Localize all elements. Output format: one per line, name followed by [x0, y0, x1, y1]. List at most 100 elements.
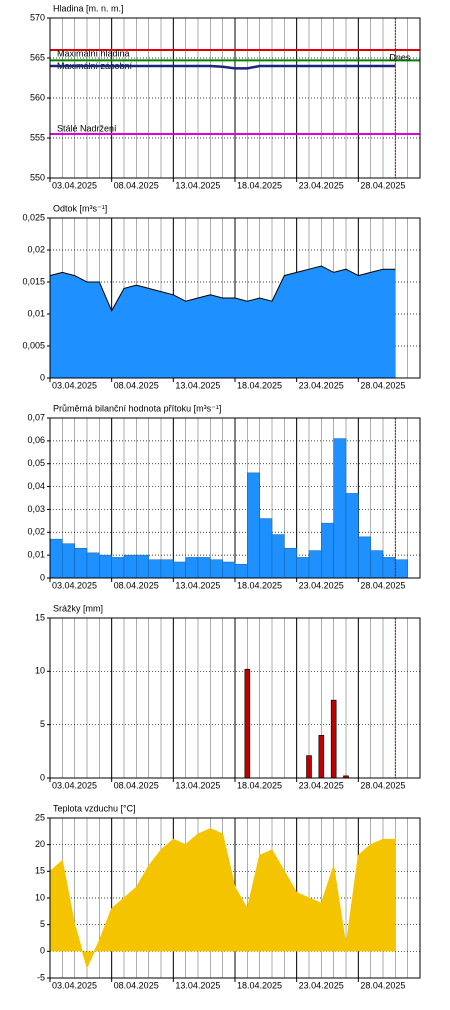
plot-frame [49, 217, 421, 379]
step-bar [86, 552, 100, 579]
reference-label: Stálé Nadržení [57, 123, 117, 133]
y-tick-label: 25 [35, 812, 45, 822]
step-bar [333, 438, 347, 579]
today-label: Dnes [389, 52, 411, 62]
y-tick-label: 0 [40, 946, 45, 956]
area-fill [50, 266, 396, 378]
x-tick-label: 08.04.2025 [114, 580, 159, 590]
y-tick-label: 0 [40, 372, 45, 382]
y-tick-label: 0,05 [27, 458, 45, 468]
step-bar [136, 554, 149, 579]
y-tick-label: 565 [30, 52, 45, 62]
chart-title: Průměrná bilanční hodnota přítoku [m³s⁻¹… [53, 403, 221, 413]
step-bar [308, 550, 322, 579]
y-tick-label: 10 [35, 892, 45, 902]
step-bar [358, 536, 371, 579]
y-tick-label: 550 [30, 172, 45, 182]
step-bar [185, 557, 199, 579]
x-tick-label: 13.04.2025 [175, 780, 220, 790]
y-tick-label: 570 [30, 12, 45, 22]
plot-frame [49, 417, 421, 579]
chart-title: Odtok [m³s⁻¹] [53, 203, 107, 213]
chart-panel: Teplota vzduchu [°C] 03.04.2025 08.04.2025… [35, 803, 421, 990]
x-tick-label: 13.04.2025 [175, 180, 220, 190]
step-bar [49, 538, 63, 579]
area-line [49, 828, 396, 969]
y-tick-label: 5 [40, 719, 45, 729]
x-tick-label: 28.04.2025 [360, 380, 405, 390]
step-bar [173, 561, 186, 579]
y-tick-label: 0,07 [27, 412, 45, 422]
chart-panel: Odtok [m³s⁻¹] 03.04.2025 08.04.2025 13.04.2… [22, 203, 421, 390]
reference-label: Maximální hladina [57, 48, 130, 58]
x-tick-label: 13.04.2025 [175, 380, 220, 390]
y-tick-label: 15 [35, 866, 45, 876]
bar [318, 735, 325, 779]
chart-title: Teplota vzduchu [°C] [53, 803, 136, 813]
step-bar [271, 534, 285, 579]
step-bar [99, 554, 112, 579]
x-tick-label: 13.04.2025 [175, 580, 220, 590]
x-tick-label: 23.04.2025 [299, 580, 344, 590]
x-tick-label: 18.04.2025 [237, 180, 282, 190]
step-bar [148, 559, 162, 579]
x-tick-label: 23.04.2025 [299, 980, 344, 990]
step-bar [234, 564, 248, 579]
level-line [50, 64, 396, 70]
x-tick-label: 03.04.2025 [52, 780, 97, 790]
y-tick-label: 0 [40, 772, 45, 782]
area-line [49, 265, 396, 312]
x-tick-label: 23.04.2025 [299, 780, 344, 790]
step-bar [247, 472, 260, 579]
step-bar [370, 550, 384, 579]
y-tick-label: 15 [35, 612, 45, 622]
x-tick-label: 28.04.2025 [360, 180, 405, 190]
area-fill [50, 828, 396, 968]
step-bar [123, 554, 137, 579]
step-bar [160, 559, 174, 579]
y-tick-label: 560 [30, 92, 45, 102]
y-tick-label: 0,02 [27, 244, 45, 254]
x-tick-label: 03.04.2025 [52, 980, 97, 990]
x-tick-label: 28.04.2025 [360, 980, 405, 990]
chart-title: Hladina [m. n. m.] [53, 3, 124, 13]
bar [306, 755, 312, 779]
step-bar [111, 557, 125, 579]
bar [244, 668, 251, 779]
chart-panel: Průměrná bilanční hodnota přítoku [m³s⁻¹… [27, 403, 421, 590]
step-bar [284, 548, 297, 579]
step-bar [345, 493, 359, 579]
step-bar [197, 557, 211, 579]
step-bar [62, 543, 75, 579]
y-tick-label: 0,01 [27, 550, 45, 560]
step-bar [321, 522, 334, 579]
chart-title: Srážky [mm] [53, 603, 103, 613]
y-tick-label: 0,005 [22, 340, 45, 350]
y-tick-label: 0,015 [22, 276, 45, 286]
x-tick-label: 08.04.2025 [114, 180, 159, 190]
plot-frame [49, 817, 421, 979]
chart-panel: Hladina [m. n. m.] 03.04.2025 08.04.2025 13… [30, 3, 421, 190]
x-tick-label: 08.04.2025 [114, 780, 159, 790]
x-tick-label: 23.04.2025 [299, 380, 344, 390]
step-bar [210, 559, 223, 579]
y-tick-label: -5 [37, 972, 45, 982]
x-tick-label: 28.04.2025 [360, 580, 405, 590]
y-tick-label: 10 [35, 666, 45, 676]
x-tick-label: 28.04.2025 [360, 780, 405, 790]
step-bar [74, 548, 88, 579]
x-tick-label: 03.04.2025 [52, 580, 97, 590]
x-tick-label: 18.04.2025 [237, 580, 282, 590]
y-tick-label: 0,06 [27, 435, 45, 445]
y-tick-label: 0,025 [22, 212, 45, 222]
y-tick-label: 0 [40, 572, 45, 582]
x-tick-label: 18.04.2025 [237, 780, 282, 790]
y-tick-label: 0,04 [27, 481, 45, 491]
step-bar [296, 557, 310, 579]
x-tick-label: 23.04.2025 [299, 180, 344, 190]
x-tick-label: 08.04.2025 [114, 380, 159, 390]
x-tick-label: 13.04.2025 [175, 980, 220, 990]
x-tick-label: 08.04.2025 [114, 980, 159, 990]
y-tick-label: 0,02 [27, 527, 45, 537]
